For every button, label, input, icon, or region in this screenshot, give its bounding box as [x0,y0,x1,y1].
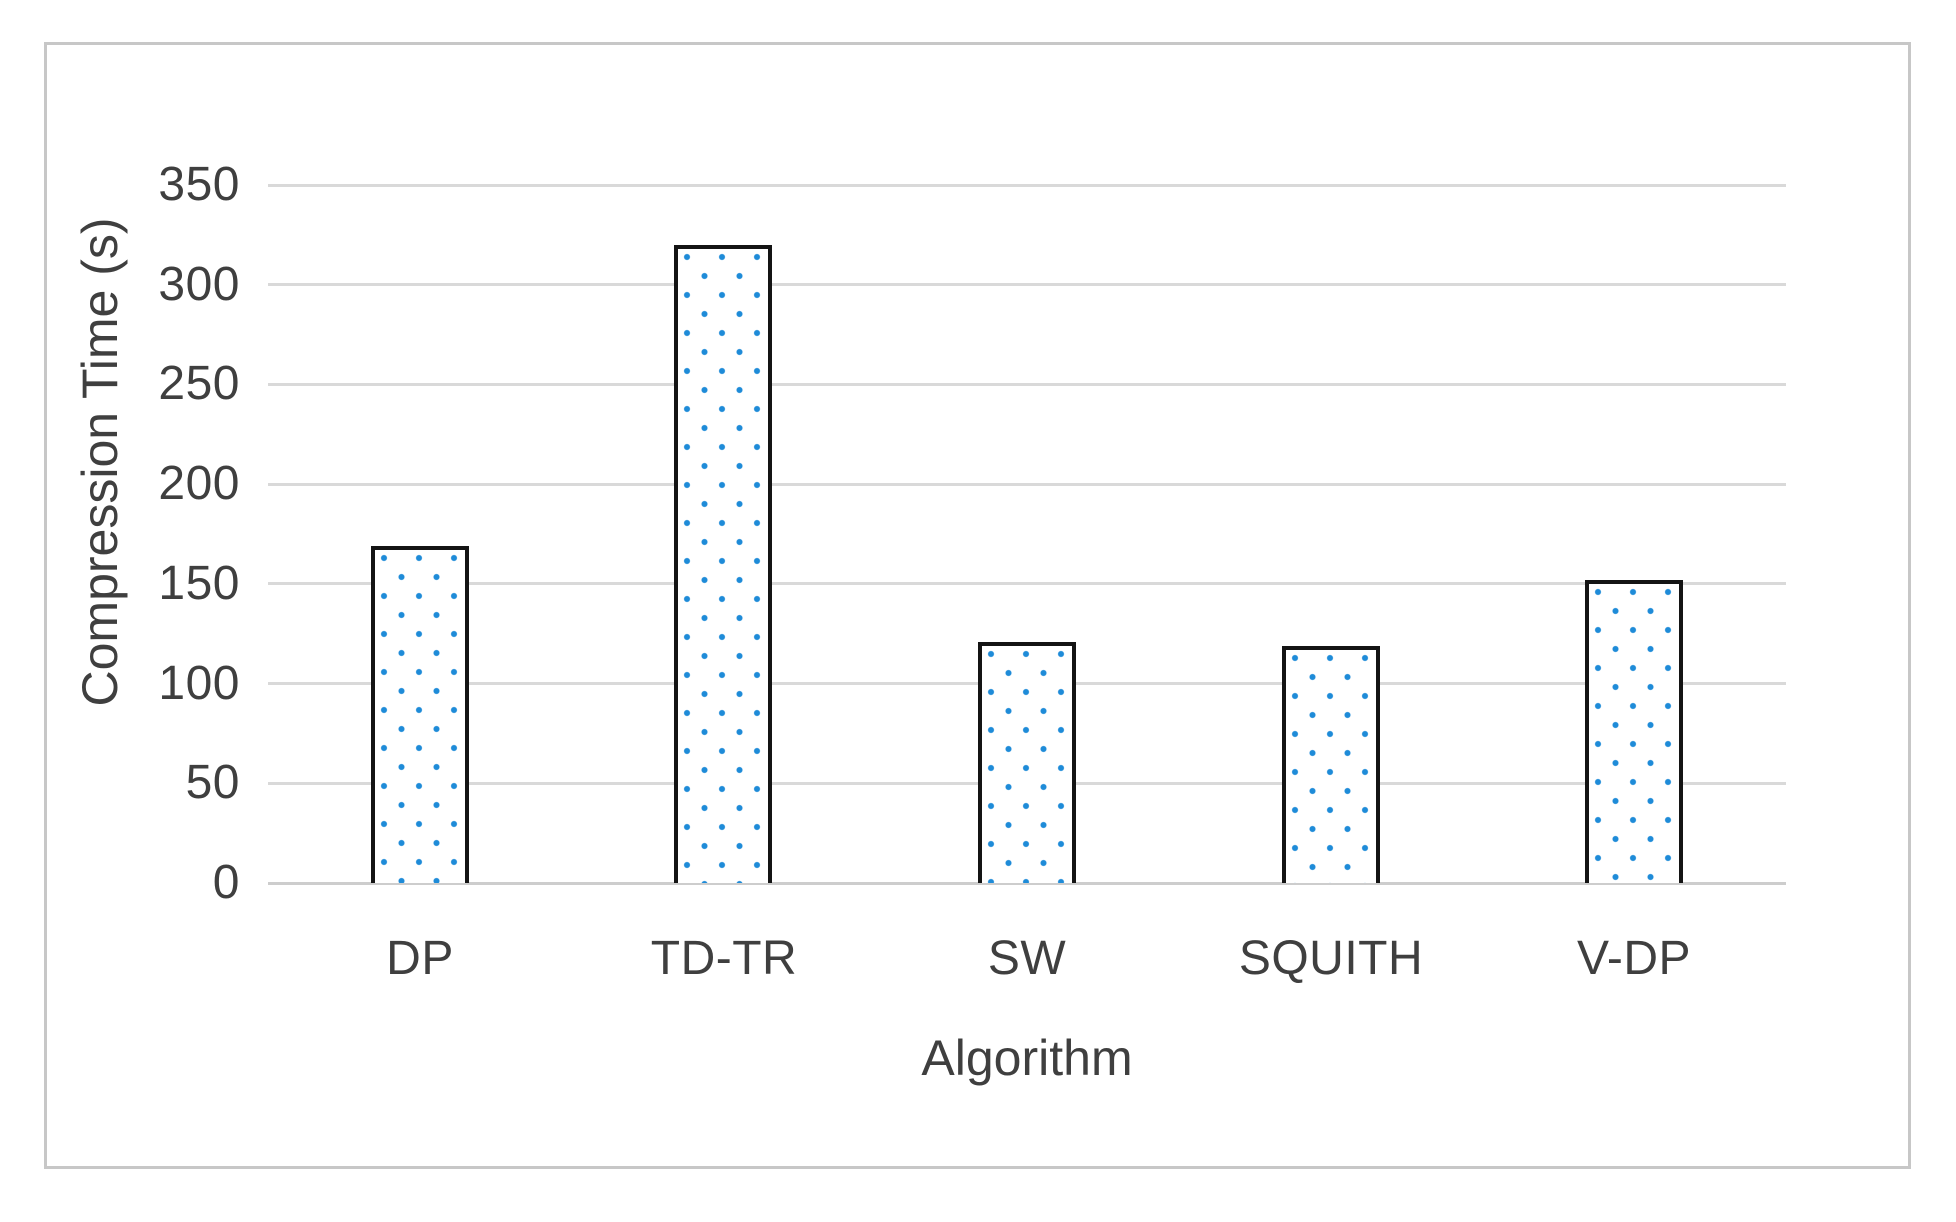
x-category-label-v-dp: V-DP [1576,932,1692,985]
bar-squith [1282,646,1380,883]
gridline-y-250 [268,382,1786,386]
y-tick-label-250: 250 [158,357,240,411]
y-tick-label-100: 100 [158,656,240,710]
gridline-y-0 [268,881,1786,885]
x-axis-title: Algorithm [921,1030,1133,1086]
bar-td-tr [674,245,772,883]
bar-sw [978,642,1076,883]
x-category-label-sw: SW [987,932,1067,985]
bar-v-dp [1585,580,1683,883]
gridline-y-350 [268,183,1786,187]
chart-frame: Compression Time (s) Algorithm 0 50 100 150… [44,42,1911,1169]
y-tick-label-300: 300 [158,257,240,311]
y-tick-label-0: 0 [212,856,240,909]
gridline-y-300 [268,283,1786,287]
x-category-label-td-tr: TD-TR [650,932,798,985]
bar-dp [371,546,469,883]
y-tick-label-150: 150 [158,556,240,610]
x-category-label-squith: SQUITH [1238,932,1424,985]
y-tick-label-200: 200 [158,457,240,511]
x-category-label-dp: DP [386,932,454,985]
y-tick-label-350: 350 [158,158,240,211]
gridline-y-200 [268,482,1786,486]
gridline-y-150 [268,582,1786,586]
y-tick-label-50: 50 [185,756,240,810]
